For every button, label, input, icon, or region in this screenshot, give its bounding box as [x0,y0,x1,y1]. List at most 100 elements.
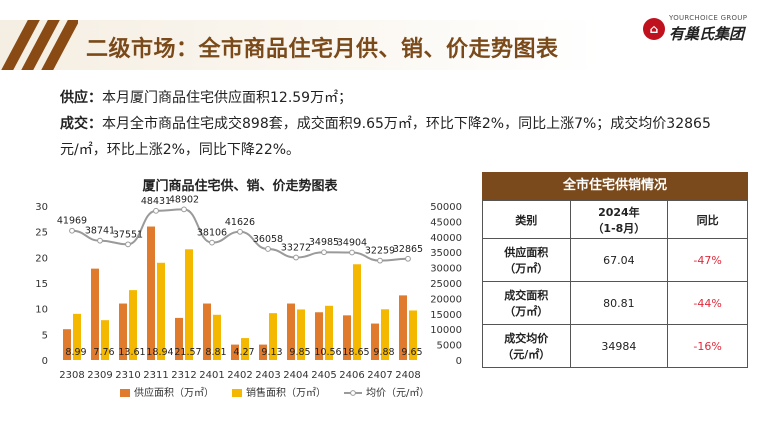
sales-bar [185,249,193,360]
deal-summary: 成交：本月全市商品住宅成交898套，成交面积9.65万㎡，环比下降2%，同比上涨… [60,111,711,137]
sales-data-label: 9.88 [373,347,394,358]
chart-title: 厦门商品住宅供、销、价走势图表 [142,178,338,194]
y-right-tick-label: 45000 [430,217,462,228]
price-point [265,246,271,252]
row-yoy: -16% [667,324,748,368]
header-band [0,20,600,70]
price-point [321,249,327,256]
sales-bar [241,338,249,360]
header-category: 类别 [482,200,571,239]
x-tick-label: 2403 [255,370,280,381]
price-point [293,254,299,261]
x-tick-label: 2310 [115,370,140,381]
price-data-label: 37551 [113,229,143,240]
y-right-tick-label: 50000 [430,202,462,213]
row-yoy: -47% [667,238,748,282]
sales-data-label: 8.81 [205,347,226,358]
row-label: 成交面积 （万㎡） [482,281,571,325]
y-right-tick-label: 15000 [430,310,462,321]
sales-data-label: 9.65 [401,347,422,358]
table-row: 成交均价 （元/㎡） 34984 -16% [482,324,748,368]
logo-chinese: 有巢氏集团 [669,25,745,43]
sales-data-label: 9.13 [261,347,282,358]
supply-text: 本月厦门商品住宅供应面积12.59万㎡； [102,90,353,106]
price-point [405,255,411,262]
sales-bar [101,320,109,360]
sales-bar [157,262,165,360]
sales-bar [129,290,137,360]
price-data-label: 41626 [225,217,255,228]
supply-bar [175,317,183,360]
y-right-tick-label: 30000 [430,264,462,275]
y-left-tick-label: 30 [35,202,48,213]
supply-bar [63,329,71,360]
supply-bar [399,295,407,360]
supply-sales-table: 全市住宅供销情况 类别 2024年 （1-8月） 同比 供应面积 （万㎡） 67.0… [482,172,748,368]
supply-bar [231,344,239,360]
deal-label: 成交： [60,116,102,132]
sales-data-label: 7.76 [93,347,114,358]
company-logo: ⌂ YOURCHOICE GROUP 有巢氏集团 [643,12,773,48]
y-left-tick-label: 10 [35,305,48,316]
y-left-tick-label: 20 [35,253,48,264]
sales-data-label: 13.61 [118,347,145,358]
table-header-row: 类别 2024年 （1-8月） 同比 [482,200,748,239]
row-label: 成交均价 （元/㎡） [482,324,571,368]
price-point [69,227,75,234]
header-yoy: 同比 [667,200,748,239]
legend-swatch-sales [232,389,242,397]
sales-bar [73,313,81,360]
legend-label-price: 均价（元/㎡） [366,387,429,399]
sales-bar [353,264,361,360]
supply-bar [119,303,127,360]
price-point [377,257,383,264]
logo-english: YOURCHOICE GROUP [669,14,748,22]
legend-swatch-supply [120,389,130,397]
y-left-tick-label: 15 [35,279,48,290]
y-right-tick-label: 20000 [430,294,462,305]
x-tick-label: 2408 [395,370,420,381]
sales-bar [297,309,305,360]
supply-bar [91,268,99,360]
price-data-label: 41969 [57,216,87,227]
supply-bar [315,312,323,360]
x-tick-label: 2311 [143,370,168,381]
trend-chart: 厦门商品住宅供、销、价走势图表 0 5 10 15 20 25 30 0 5000 10000 150… [35,178,462,399]
price-point [97,237,103,244]
stats-table: 类别 2024年 （1-8月） 同比 供应面积 （万㎡） 67.04 -47% 成交… [482,200,748,368]
price-point [125,241,131,248]
supply-bar [287,303,295,360]
x-tick-label: 2404 [283,370,308,381]
y-right-tick-label: 35000 [430,248,462,259]
price-data-label: 48431 [141,196,171,207]
sales-bar [213,314,221,360]
page-title: 二级市场：全市商品住宅月供、销、价走势图表 [86,37,559,62]
price-point [237,228,243,235]
row-value: 80.81 [569,281,669,325]
row-label: 供应面积 （万㎡） [482,238,571,282]
sales-bar [269,313,277,360]
x-tick-label: 2308 [59,370,84,381]
sales-data-label: 9.85 [289,347,310,358]
y-right-tick-label: 5000 [437,341,462,352]
sales-data-label: 10.56 [314,347,341,358]
header-stripes [0,20,78,70]
legend-label-sales: 销售面积（万㎡） [246,386,326,399]
supply-bar [371,323,379,360]
price-point [181,206,187,213]
legend-marker-price [350,390,356,396]
x-tick-label: 2309 [87,370,112,381]
y-right-tick-label: 40000 [430,233,462,244]
price-point [349,249,355,256]
price-data-label: 36058 [253,234,283,245]
supply-bar [203,303,211,360]
price-data-label: 32865 [393,244,423,255]
price-data-label: 34904 [337,237,367,248]
supply-bar [147,226,155,360]
price-data-label: 38741 [85,226,115,237]
x-tick-label: 2312 [171,370,196,381]
x-tick-label: 2402 [227,370,252,381]
table-title: 全市住宅供销情况 [482,172,748,200]
supply-summary: 供应：本月厦门商品住宅供应面积12.59万㎡； [60,85,352,111]
sales-bar [409,310,417,360]
